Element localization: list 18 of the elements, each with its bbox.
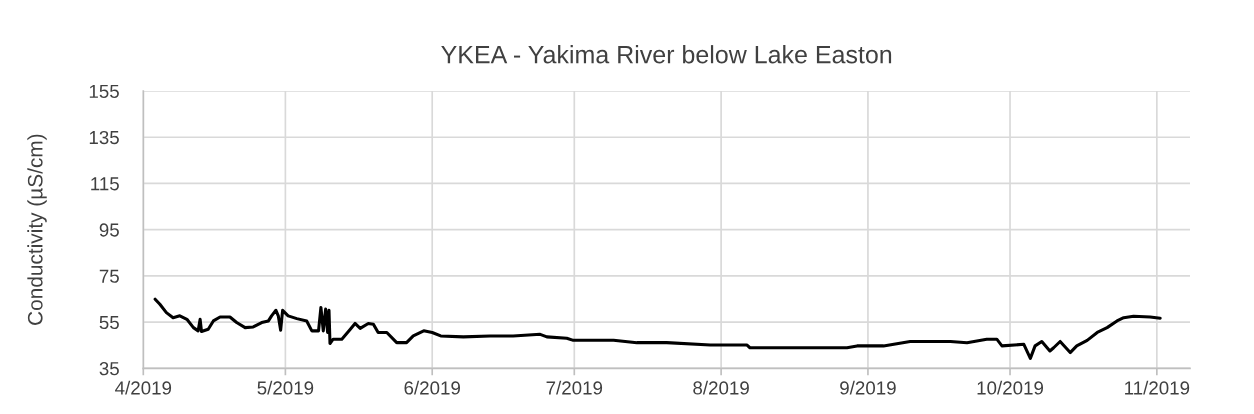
y-tick-label: 95 xyxy=(99,223,119,237)
y-tick-label: 75 xyxy=(99,269,119,283)
x-tick-label: 6/2019 xyxy=(404,380,460,395)
x-tick-label: 11/2019 xyxy=(1125,380,1190,395)
y-tick-label: 155 xyxy=(89,84,119,98)
y-tick-label: 135 xyxy=(89,130,119,145)
x-tick-label: 5/2019 xyxy=(257,380,314,395)
x-tick-label: 9/2019 xyxy=(840,380,896,395)
x-tick-label: 4/2019 xyxy=(115,380,172,395)
x-tick-label: 7/2019 xyxy=(546,380,603,395)
y-tick-label: 55 xyxy=(99,315,119,330)
x-tick-label: 8/2019 xyxy=(693,380,749,395)
chart-title: YKEA - Yakima River below Lake Easton xyxy=(441,45,892,64)
x-tick-label: 10/2019 xyxy=(977,380,1044,395)
line-series xyxy=(153,297,1162,360)
y-axis-title: Conductivity (µS/cm) xyxy=(27,134,47,325)
y-tick-label: 35 xyxy=(99,362,119,376)
y-tick-label: 115 xyxy=(91,177,119,191)
